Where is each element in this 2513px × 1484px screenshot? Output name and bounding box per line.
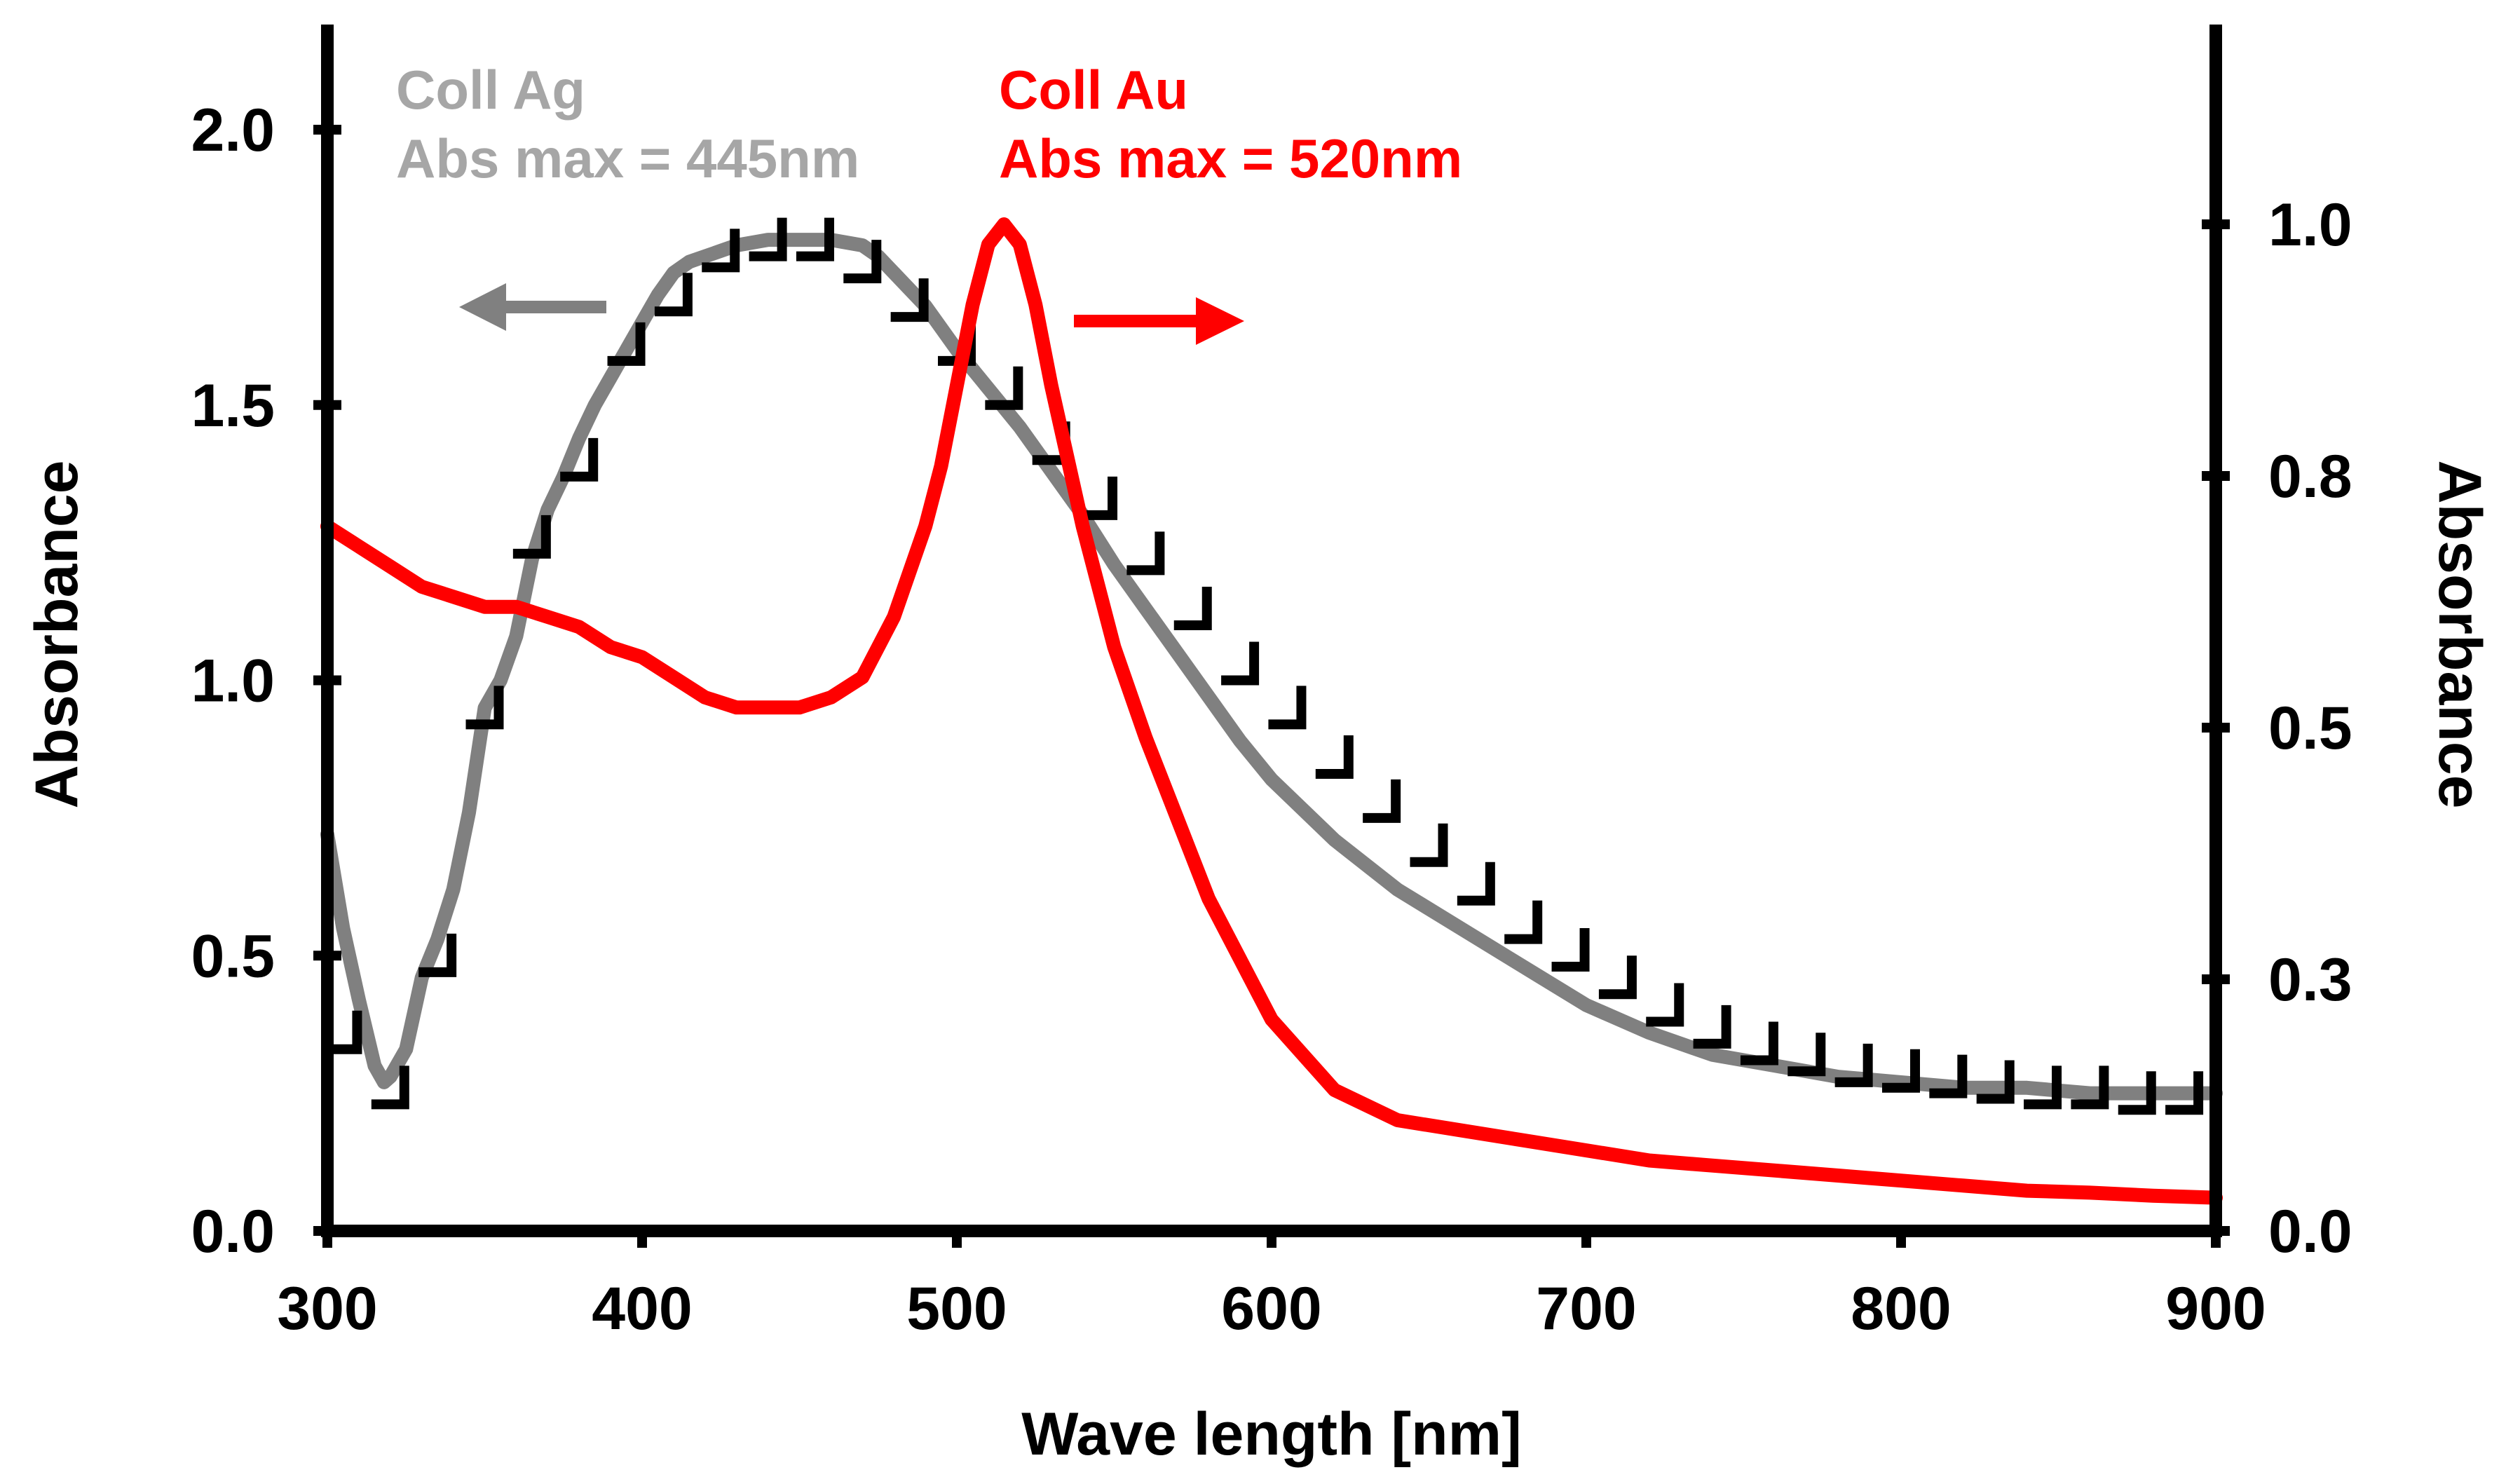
y-left-tick-label: 2.0 (191, 97, 275, 164)
ag-step-marker (324, 1010, 362, 1054)
x-tick-label: 800 (1851, 1275, 1952, 1342)
ag-step-marker (607, 322, 646, 366)
plot-area (320, 217, 2223, 1205)
series-coll-ag-line (320, 233, 2223, 1101)
axes (321, 25, 2222, 1237)
ag-step-marker (418, 933, 457, 977)
ag-step-marker (1976, 1060, 2015, 1104)
y-left-tick-label: 0.5 (191, 923, 275, 990)
x-axis-title: Wave length [nm] (1021, 1401, 1522, 1468)
ag-step-marker (1126, 531, 1165, 576)
x-tick-label: 700 (1536, 1275, 1637, 1342)
ag-step-marker (702, 229, 740, 273)
x-tick-label: 900 (2165, 1275, 2266, 1342)
y-right-tick-label: 0.8 (2268, 443, 2352, 510)
ag-step-marker (465, 686, 504, 730)
ag-step-marker (1598, 955, 1637, 1000)
y-left-tick-label: 1.0 (191, 648, 275, 715)
ag-step-marker (1410, 823, 1448, 867)
ag-step-marker (1693, 1005, 1731, 1049)
ticks: 300 400 500 600 700 800 9000.00.51.01.52.00.00… (191, 97, 2352, 1342)
ag-step-marker (1929, 1054, 1968, 1098)
ag-step-marker (1457, 862, 1495, 906)
ag-step-marker (512, 515, 551, 559)
ag-step-marker (1080, 476, 1118, 520)
ag-step-marker (371, 1066, 409, 1110)
legend-au-name: Coll Au (999, 59, 1188, 121)
ag-step-marker (2165, 1071, 2204, 1115)
ag-step-marker (654, 273, 693, 317)
series-ag-step-markers (324, 217, 2204, 1115)
legend-ag-name: Coll Ag (396, 59, 585, 121)
legend-ag: Coll Ag Abs max = 445nm (396, 59, 859, 331)
ag-step-marker (985, 366, 1023, 410)
ag-step-marker (1646, 983, 1684, 1027)
ag-step-marker (1363, 779, 1401, 823)
y-left-tick-label: 1.5 (191, 372, 275, 440)
y-axis-title-left: Absorbance (23, 460, 90, 808)
legend-au: Coll Au Abs max = 520nm (999, 59, 1462, 345)
arrow-left-icon (459, 283, 506, 331)
ag-step-marker (2118, 1071, 2156, 1115)
ag-step-marker (796, 217, 834, 261)
y-right-tick-label: 1.0 (2268, 191, 2352, 259)
ag-step-marker (1882, 1049, 1920, 1093)
x-tick-label: 600 (1221, 1275, 1322, 1342)
y-right-tick-label: 0.0 (2268, 1198, 2352, 1265)
ag-step-marker (2071, 1066, 2109, 1110)
series-coll-au-line (320, 217, 2223, 1205)
arrow-right-icon (1196, 297, 1244, 345)
ag-step-marker (560, 437, 599, 482)
ag-step-marker (749, 217, 787, 261)
ag-step-marker (1834, 1043, 1873, 1087)
ag-step-marker (890, 278, 929, 322)
x-tick-label: 400 (592, 1275, 693, 1342)
ag-step-marker (1787, 1033, 1826, 1077)
y-left-tick-label: 0.0 (191, 1198, 275, 1265)
ag-step-marker (1268, 686, 1307, 730)
ag-step-marker (1504, 900, 1543, 944)
legend-ag-absmax: Abs max = 445nm (396, 128, 859, 189)
ag-step-marker (1221, 641, 1260, 686)
y-right-tick-label: 0.5 (2268, 695, 2352, 762)
ag-step-marker (1315, 735, 1354, 780)
legend-au-absmax: Abs max = 520nm (999, 128, 1462, 189)
y-right-tick-label: 0.3 (2268, 946, 2352, 1014)
x-tick-label: 300 (277, 1275, 378, 1342)
ag-step-marker (843, 240, 882, 284)
ag-step-marker (1740, 1021, 1778, 1066)
y-axis-title-right: Absorbance (2426, 460, 2493, 808)
ag-step-marker (1551, 927, 1590, 972)
ag-step-marker (1173, 586, 1212, 630)
x-tick-label: 500 (906, 1275, 1007, 1342)
ag-step-marker (2024, 1066, 2062, 1110)
